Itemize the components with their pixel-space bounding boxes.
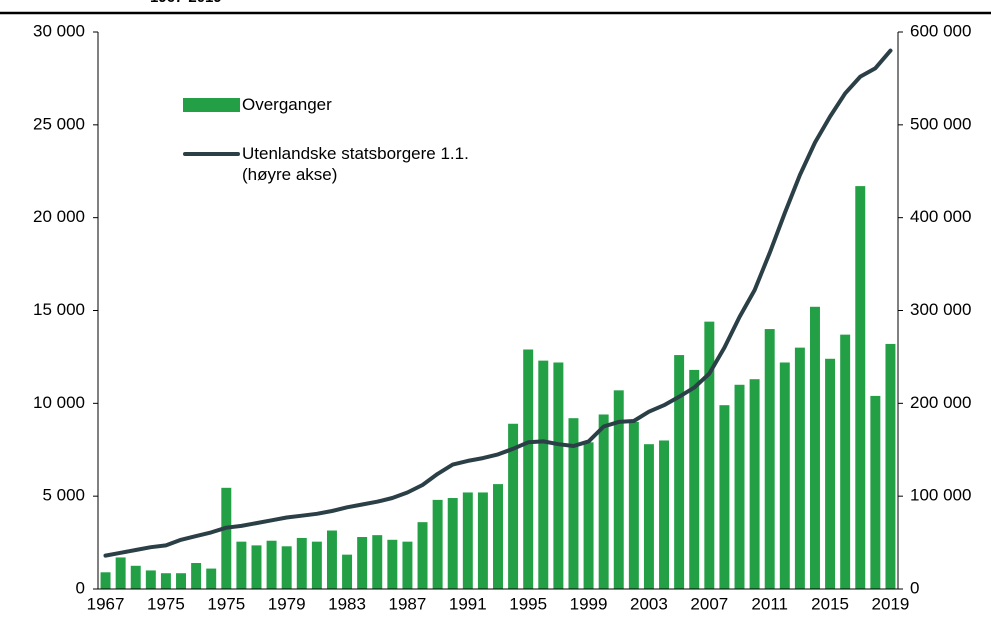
line — [103, 48, 893, 558]
bar — [115, 557, 126, 589]
bar — [583, 442, 594, 589]
bar — [810, 306, 820, 589]
bar — [870, 395, 881, 589]
bar — [825, 358, 836, 589]
y2-tick-label: 100 000 — [910, 486, 971, 505]
bar — [251, 545, 262, 589]
bar — [764, 329, 775, 589]
x-tick-label: 1979 — [268, 594, 306, 613]
y-tick-label: 25 000 — [33, 114, 85, 133]
bar — [100, 572, 111, 589]
legend-item: Overganger — [183, 94, 482, 115]
x-tick-label: 1991 — [449, 594, 487, 613]
x-tick-label: 2011 — [751, 594, 788, 613]
bar — [160, 573, 171, 589]
bar — [462, 492, 473, 589]
bar — [402, 541, 413, 589]
bar — [598, 414, 609, 589]
bar — [779, 362, 790, 589]
bar — [326, 530, 337, 589]
bar — [613, 390, 624, 589]
y2-tick-label: 400 000 — [910, 207, 971, 226]
x-tick-label: 1975 — [147, 594, 185, 613]
x-tick-label: 2015 — [811, 594, 849, 613]
x-tick-label: 2019 — [872, 594, 910, 613]
y2-tick-label: 500 000 — [910, 114, 971, 133]
bar — [674, 355, 685, 589]
y-tick-label: 30 000 — [33, 21, 85, 40]
bar — [628, 421, 639, 589]
x-tick-label: 1999 — [570, 594, 608, 613]
bar — [342, 554, 353, 589]
bar — [176, 573, 186, 589]
legend-item: Utenlandske statsborgere 1.1. (høyre aks… — [183, 143, 482, 185]
bar — [477, 492, 488, 589]
bar — [447, 498, 458, 589]
y-tick-label: 10 000 — [33, 393, 85, 412]
bar — [659, 440, 670, 589]
bar — [432, 499, 443, 589]
bar — [311, 541, 322, 589]
bar — [719, 405, 730, 589]
x-tick-label: 1987 — [389, 594, 427, 613]
bar — [387, 539, 398, 589]
bar — [357, 537, 368, 589]
legend-label: Overganger — [242, 95, 332, 114]
bar — [749, 379, 760, 589]
bar — [266, 540, 277, 589]
legend-label: Utenlandske statsborgere 1.1. (høyre aks… — [242, 144, 469, 184]
bar — [417, 522, 428, 589]
bar — [553, 362, 564, 589]
bar — [734, 384, 745, 589]
bar — [508, 423, 519, 589]
bar — [493, 484, 503, 589]
bar — [206, 568, 217, 589]
legend: Overganger Utenlandske statsborgere 1.1.… — [183, 94, 482, 213]
bar — [885, 343, 896, 589]
bar — [145, 570, 156, 589]
bar — [704, 321, 715, 589]
y2-tick-label: 600 000 — [910, 21, 971, 40]
bar — [568, 418, 579, 589]
legend-swatch — [183, 152, 240, 156]
bar — [296, 537, 307, 589]
bar — [281, 546, 292, 589]
bar — [689, 369, 700, 589]
bar — [855, 186, 866, 589]
x-tick-label: 2007 — [690, 594, 728, 613]
x-tick-label: 1967 — [87, 594, 125, 613]
bar — [538, 360, 549, 589]
bar — [523, 349, 534, 589]
bar — [236, 541, 247, 589]
bar — [130, 565, 141, 589]
x-tick-label: 1983 — [328, 594, 366, 613]
y-tick-label: 15 000 — [33, 300, 85, 319]
legend-swatch — [183, 98, 240, 112]
bar — [643, 444, 654, 589]
x-tick-label: 1995 — [509, 594, 547, 613]
subtitle: 1967-2019 — [150, 0, 222, 6]
bar — [840, 334, 851, 589]
y2-tick-label: 300 000 — [910, 300, 971, 319]
y-tick-label: 20 000 — [33, 207, 85, 226]
y-tick-label: 0 — [76, 578, 85, 597]
y2-tick-label: 0 — [910, 578, 919, 597]
y2-tick-label: 200 000 — [910, 393, 971, 412]
y-tick-label: 5 000 — [42, 486, 85, 505]
x-tick-label: 2003 — [630, 594, 668, 613]
bar — [221, 487, 232, 589]
bar — [372, 535, 383, 589]
bar — [191, 563, 202, 589]
x-tick-label: 1975 — [207, 594, 245, 613]
bar — [794, 347, 805, 589]
